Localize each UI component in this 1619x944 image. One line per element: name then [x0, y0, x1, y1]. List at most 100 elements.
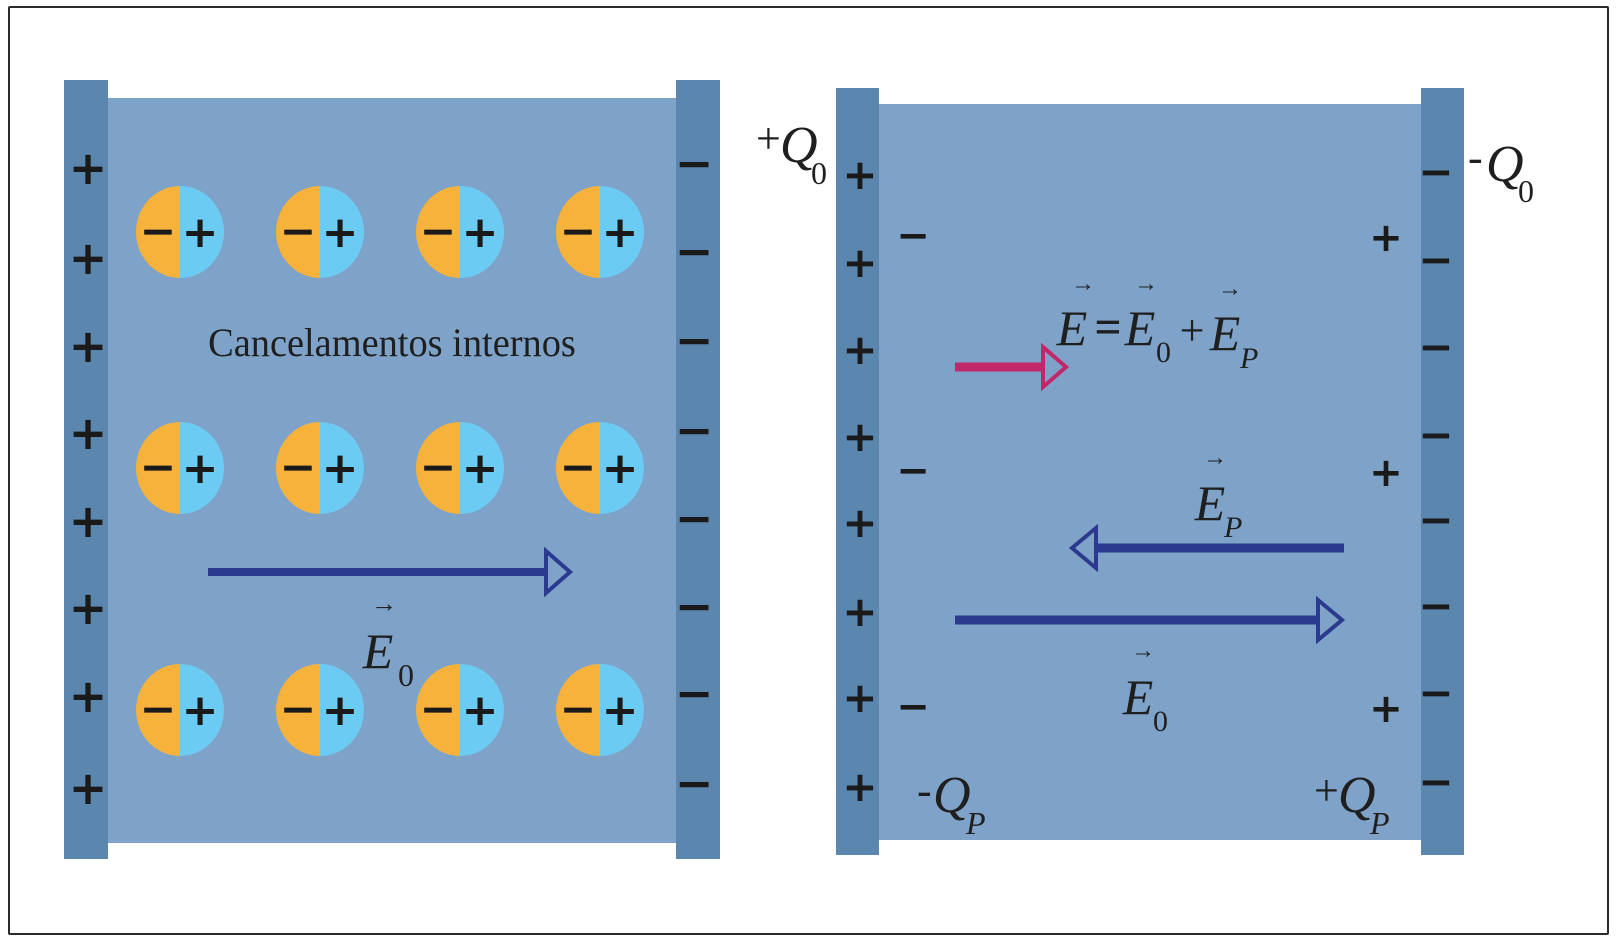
left-capacitor: ++++++++ −−−−−−−− − + − + − + − +− + − + − + − +− + − + − +… — [64, 80, 720, 859]
plate-minus-sign: − — [675, 313, 714, 367]
dipole-negative-half — [276, 664, 320, 756]
plate-minus-sign: − — [675, 224, 714, 278]
minus-qp-label: - Q P — [917, 766, 986, 841]
plate-plus-sign: + — [69, 141, 108, 195]
plate-plus-sign: + — [842, 238, 877, 287]
plate-minus-sign: − — [675, 403, 714, 457]
dipole-minus-sign: − — [140, 684, 177, 735]
left-plate-plus-signs: + + + + + + + + — [69, 141, 108, 815]
dipole-positive-half — [180, 422, 224, 514]
dipole-negative-half — [136, 664, 180, 756]
dipole-positive-half — [180, 186, 224, 278]
equals-sign: = — [1094, 301, 1121, 354]
plate-minus-sign: − — [675, 136, 714, 190]
dipole-minus-sign: − — [280, 684, 317, 735]
induced-positive-charge: + — [1369, 215, 1403, 261]
induced-negative-charge: − — [896, 213, 930, 259]
dipole: − + — [556, 186, 644, 278]
right-e0-field-arrow — [955, 595, 1346, 645]
e0-term-symbol: E — [1124, 300, 1156, 356]
dipole-minus-sign: − — [560, 684, 597, 735]
plate-minus-sign: − — [675, 491, 714, 545]
minus-qp-subscript: P — [965, 805, 986, 841]
plus-q0-subscript: 0 — [811, 155, 827, 191]
plate-minus-sign: − — [1418, 147, 1453, 196]
plate-minus-sign: − — [1418, 235, 1453, 284]
dipole: − + — [276, 422, 364, 514]
dipole-negative-half — [136, 422, 180, 514]
dipole-positive-half — [180, 664, 224, 756]
minus-q0-sign: - — [1468, 133, 1483, 182]
ep-field-arrow — [1068, 523, 1344, 573]
ep-term-subscript: P — [1239, 342, 1258, 375]
plate-plus-sign: + — [842, 150, 877, 199]
plate-plus-sign: + — [842, 498, 877, 547]
right-dielectric-slab — [877, 104, 1423, 840]
dipole: − + — [416, 422, 504, 514]
dipole-positive-half — [600, 422, 644, 514]
dipole-negative-half — [276, 186, 320, 278]
plate-plus-sign: + — [69, 761, 108, 815]
vector-arrow-mark: → — [371, 589, 397, 618]
vector-arrow-mark: → — [1218, 276, 1242, 302]
right-e0-field-label: → E 0 — [1122, 638, 1168, 738]
plus-q0-symbol: Q — [780, 117, 818, 174]
dipole-minus-sign: − — [420, 442, 457, 493]
plate-plus-sign: + — [69, 669, 108, 723]
plate-plus-sign: + — [69, 231, 108, 285]
dipole-positive-half — [320, 186, 364, 278]
plate-plus-sign: + — [69, 406, 108, 460]
ep-term-symbol: E — [1209, 305, 1241, 361]
e0-field-arrow — [208, 546, 574, 598]
plate-minus-sign: − — [1418, 668, 1453, 717]
dipole-positive-half — [320, 664, 364, 756]
dipole-negative-half — [416, 186, 460, 278]
dipole-negative-half — [276, 422, 320, 514]
right-e0-subscript: 0 — [1153, 705, 1168, 738]
dipole-minus-sign: − — [420, 684, 457, 735]
plus-q0-label: + Q 0 — [756, 114, 827, 191]
plus-qp-label: + Q P — [1314, 766, 1390, 841]
plate-minus-sign: − — [675, 579, 714, 633]
induced-negative-charge: − — [896, 448, 930, 494]
dipole-negative-half — [556, 664, 600, 756]
plate-plus-sign: + — [842, 762, 877, 811]
plate-plus-sign: + — [842, 412, 877, 461]
dipole-plus-sign: + — [182, 685, 219, 736]
plate-minus-sign: − — [675, 666, 714, 720]
e0-term-subscript: 0 — [1156, 336, 1171, 369]
dipole-plus-sign: + — [462, 443, 499, 494]
minus-q0-subscript: 0 — [1518, 173, 1534, 209]
dipole-minus-sign: − — [560, 442, 597, 493]
plate-plus-sign: + — [69, 494, 108, 548]
dipole-plus-sign: + — [602, 685, 639, 736]
dipole: − + — [136, 422, 224, 514]
right-capacitor: ++++++++ −−−−−−−− −−−+++ + Q 0 - Q 0 - Q… — [756, 88, 1534, 855]
plate-minus-sign: − — [675, 756, 714, 810]
plate-plus-sign: + — [842, 325, 877, 374]
minus-qp-sign: - — [917, 766, 932, 815]
dipole-minus-sign: − — [560, 206, 597, 257]
right-plate-minus-signs: − − − − − − − − — [675, 136, 714, 810]
dipole-plus-sign: + — [182, 443, 219, 494]
right-panel-plate-plus-signs: + + + + + + + + — [842, 150, 877, 811]
internal-cancellation-label: Cancelamentos internos — [208, 321, 576, 365]
vector-arrow-mark: → — [1071, 271, 1095, 297]
right-positive-plate — [836, 88, 879, 855]
right-negative-plate — [1421, 88, 1464, 855]
plus-q0-sign: + — [756, 114, 781, 163]
plate-plus-sign: + — [69, 581, 108, 635]
dipole-minus-sign: − — [140, 442, 177, 493]
plate-minus-sign: − — [1418, 410, 1453, 459]
dipole-negative-half — [416, 422, 460, 514]
dipole: − + — [416, 186, 504, 278]
dipole-minus-sign: − — [140, 206, 177, 257]
left-positive-plate — [64, 80, 108, 859]
dipole-positive-half — [460, 422, 504, 514]
plate-minus-sign: − — [1418, 322, 1453, 371]
dipole-plus-sign: + — [322, 443, 359, 494]
dipole-positive-half — [600, 664, 644, 756]
plus-qp-symbol: Q — [1338, 767, 1376, 824]
